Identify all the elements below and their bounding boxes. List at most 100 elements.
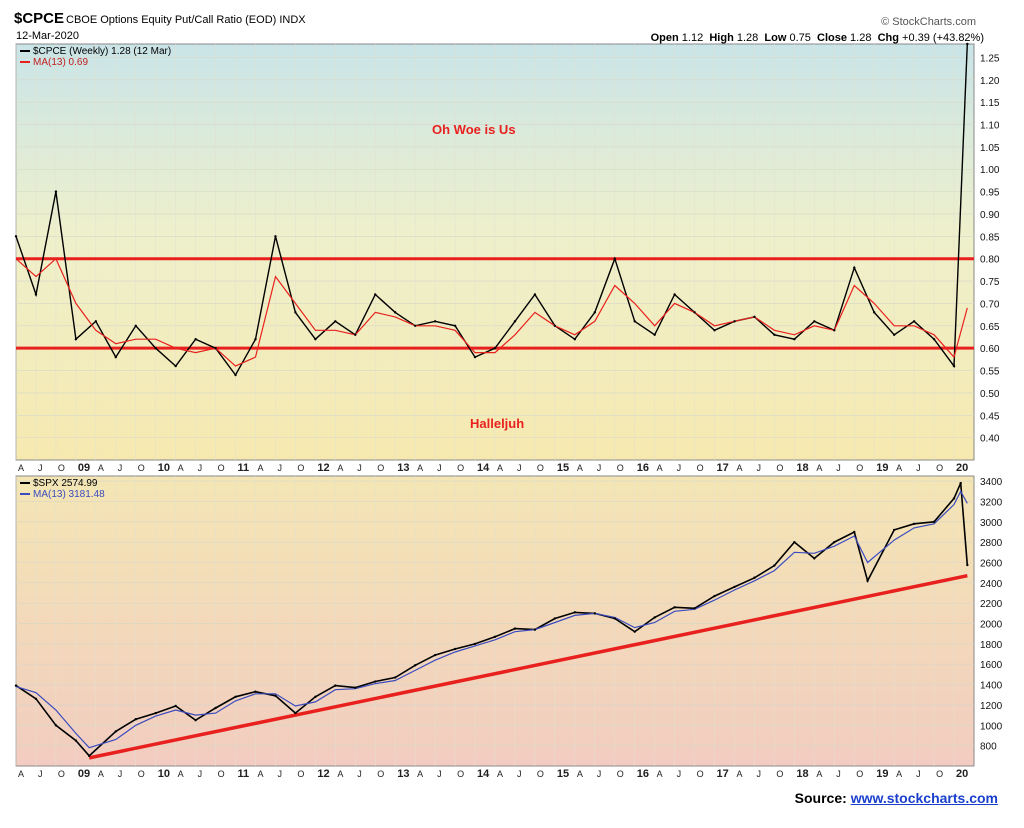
cpce-x-tick-label: 19 <box>876 462 888 474</box>
cpce-y-tick-label: 0.55 <box>980 367 1000 378</box>
spx-x-tick-label: 13 <box>397 768 409 780</box>
cpce-y-tick-label: 1.15 <box>980 98 1000 109</box>
spx-data-point <box>254 690 257 693</box>
spx-x-tick-label: O <box>218 769 225 779</box>
spx-ma-line <box>15 490 968 749</box>
cpce-x-tick-label: 13 <box>397 462 409 474</box>
cpce-data-point <box>853 266 856 269</box>
spx-x-tick-label: J <box>277 769 282 779</box>
spx-x-tick-label: A <box>577 769 583 779</box>
cpce-x-tick-label: J <box>357 463 362 473</box>
spx-data-point <box>793 540 796 544</box>
spx-y-tick-label: 1600 <box>980 660 1003 671</box>
cpce-x-tick-label: J <box>437 463 442 473</box>
spx-data-point <box>892 528 896 532</box>
spx-data-point <box>633 630 636 633</box>
spx-data-point <box>593 612 596 615</box>
spx-data-point <box>194 719 197 722</box>
spx-x-tick-label: J <box>437 769 442 779</box>
spx-x-tick-label: 14 <box>477 768 490 780</box>
cpce-x-tick-label: A <box>497 463 503 473</box>
spx-data-point <box>174 704 177 708</box>
cpce-data-point <box>34 293 38 296</box>
spx-data-point <box>693 607 696 610</box>
spx-data-point <box>314 695 317 699</box>
cpce-data-point <box>334 320 337 323</box>
cpce-data-point <box>932 338 936 341</box>
spx-x-tick-label: O <box>856 769 863 779</box>
cpce-x-tick-label: A <box>417 463 423 473</box>
spx-data-point <box>14 684 18 687</box>
cpce-y-tick-label: 0.95 <box>980 188 1000 199</box>
spx-x-tick-label: 18 <box>796 768 808 780</box>
spx-data-point <box>453 647 457 651</box>
spx-x-tick-label: A <box>657 769 663 779</box>
cpce-x-tick-label: J <box>677 463 682 473</box>
spx-y-tick-label: 1000 <box>980 721 1003 732</box>
cpce-y-tick-label: 1.00 <box>980 165 1000 176</box>
high-value: 1.28 <box>736 32 759 44</box>
cpce-data-point <box>793 338 796 341</box>
spx-x-tick-label: A <box>178 769 184 779</box>
spx-data-point <box>653 616 656 619</box>
spx-data-point <box>134 717 137 721</box>
cpce-x-tick-label: 12 <box>317 462 329 474</box>
spx-data-point <box>413 664 417 667</box>
cpce-x-tick-label: A <box>258 463 264 473</box>
cpce-x-tick-label: O <box>856 463 863 473</box>
spx-data-point <box>966 563 969 567</box>
cpce-data-point <box>214 346 217 350</box>
cpce-x-tick-label: 09 <box>78 462 90 474</box>
cpce-x-tick-label: A <box>337 463 343 473</box>
low-value: 0.75 <box>789 32 811 44</box>
spx-data-point <box>473 642 477 646</box>
cpce-x-tick-label: O <box>617 463 624 473</box>
cpce-x-tick-label: A <box>896 463 902 473</box>
spx-data-point <box>573 611 577 614</box>
spx-x-tick-label: 11 <box>238 768 250 780</box>
chg-label: Chg <box>877 32 899 44</box>
cpce-data-point <box>174 364 177 368</box>
spx-x-tick-label: O <box>457 769 464 779</box>
cpce-x-tick-label: O <box>537 463 544 473</box>
close-value: 1.28 <box>850 32 872 44</box>
annotation-halleljuh: Halleljuh <box>470 416 525 431</box>
ohlc-readout: Open 1.12 High 1.28 Low 0.75 Close 1.28 … <box>651 32 984 44</box>
cpce-x-tick-label: J <box>277 463 282 473</box>
spx-legend-label: $SPX 2574.99 <box>33 478 98 489</box>
cpce-data-point <box>593 311 596 314</box>
cpce-y-tick-label: 1.20 <box>980 76 1000 87</box>
source-link[interactable]: www.stockcharts.com <box>850 790 998 806</box>
cpce-y-tick-label: 0.70 <box>980 299 1000 310</box>
spx-x-tick-label: A <box>417 769 423 779</box>
cpce-data-point <box>493 346 497 350</box>
spx-y-tick-label: 2800 <box>980 538 1003 549</box>
spx-x-tick-label: O <box>697 769 704 779</box>
spx-ma-label: MA(13) 3181.48 <box>33 489 105 500</box>
spx-y-tick-label: 2400 <box>980 579 1003 590</box>
cpce-x-tick-label: 15 <box>557 462 569 474</box>
cpce-data-point <box>966 42 969 46</box>
cpce-data-point <box>833 329 836 332</box>
cpce-data-point <box>613 257 616 260</box>
cpce-data-point <box>413 324 417 328</box>
spx-x-tick-label: A <box>816 769 822 779</box>
cpce-y-tick-label: 0.75 <box>980 277 1000 288</box>
spx-y-tick-label: 2200 <box>980 599 1003 610</box>
spx-x-tick-label: O <box>617 769 624 779</box>
cpce-legend-ma: MA(13) 0.69 <box>20 57 88 68</box>
spx-data-point <box>553 617 557 620</box>
spx-x-tick-label: A <box>258 769 264 779</box>
cpce-x-tick-label: A <box>98 463 104 473</box>
spx-data-point <box>433 653 437 657</box>
spx-data-point <box>154 711 157 715</box>
spx-data-point <box>773 564 776 567</box>
cpce-y-tick-label: 0.50 <box>980 389 1000 400</box>
spx-x-tick-label: J <box>916 769 921 779</box>
spx-data-point <box>54 724 58 727</box>
cpce-y-tick-label: 1.25 <box>980 53 1000 64</box>
cpce-x-tick-label: 10 <box>158 462 170 474</box>
spx-trendline <box>88 574 968 760</box>
cpce-data-point <box>14 235 18 238</box>
